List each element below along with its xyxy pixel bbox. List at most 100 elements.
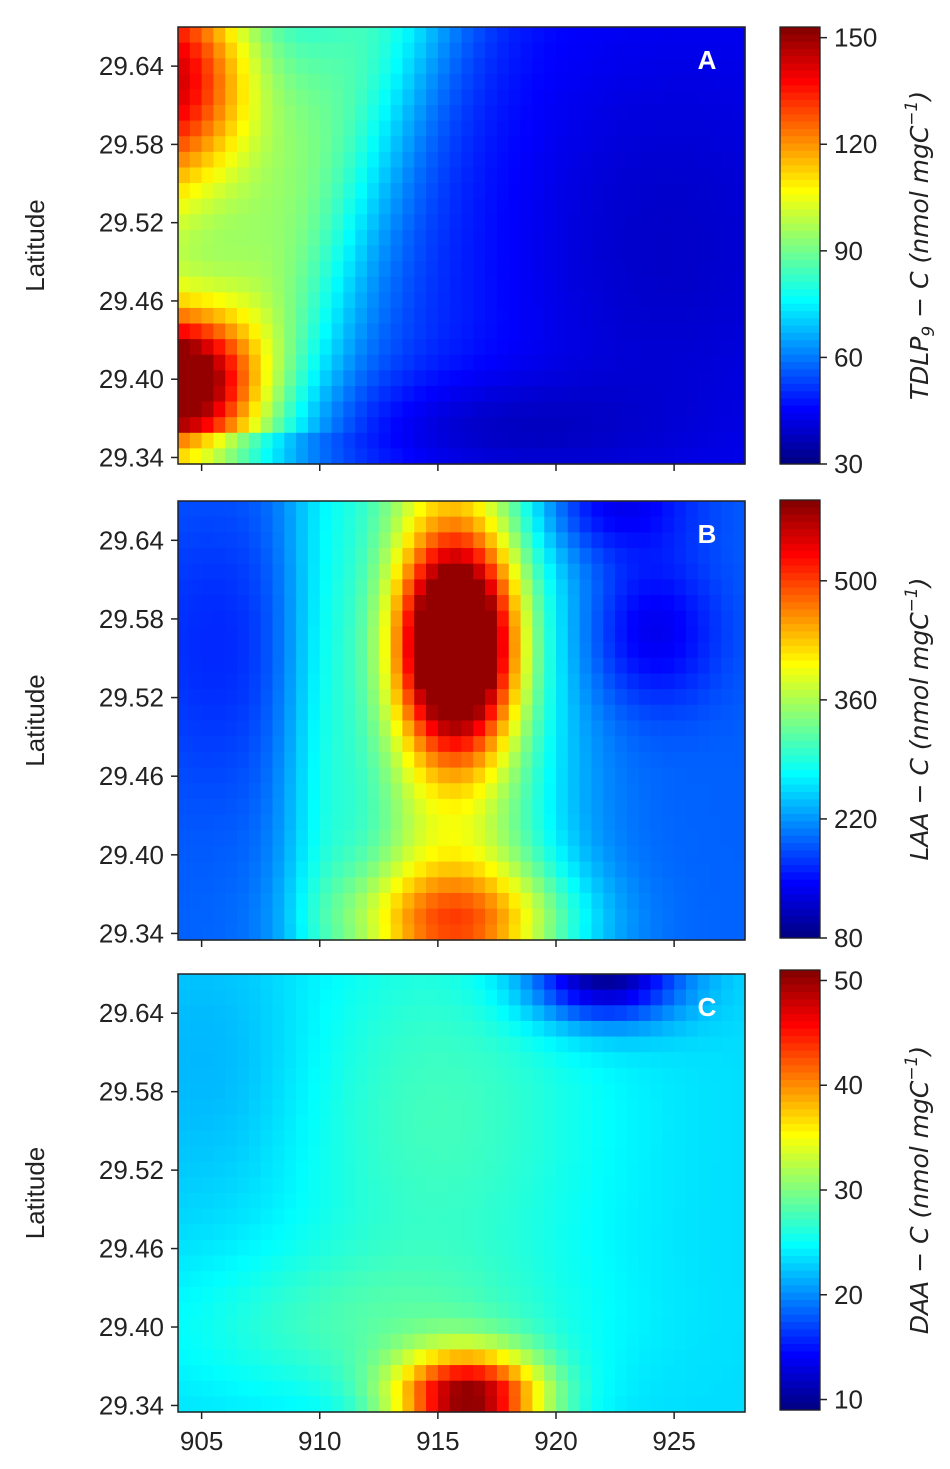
heatmap-cell bbox=[544, 1239, 557, 1257]
heatmap-cell bbox=[674, 323, 687, 340]
heatmap-cell bbox=[591, 42, 604, 59]
heatmap-cell bbox=[237, 1396, 250, 1413]
heatmap-cell bbox=[461, 892, 474, 910]
heatmap-cell bbox=[485, 861, 498, 878]
heatmap-cell bbox=[284, 830, 297, 847]
heatmap-cell bbox=[485, 548, 498, 565]
heatmap-cell bbox=[650, 657, 663, 675]
heatmap-cell bbox=[201, 657, 215, 675]
heatmap-cell bbox=[461, 830, 474, 847]
heatmap-cell bbox=[414, 370, 427, 387]
heatmap-cell bbox=[567, 448, 581, 465]
heatmap-cell bbox=[178, 292, 191, 309]
colorbar-tick-label: 80 bbox=[834, 923, 863, 953]
heatmap-cell bbox=[426, 595, 439, 612]
heatmap-cell bbox=[284, 136, 297, 153]
heatmap-cell bbox=[248, 73, 262, 91]
heatmap-cell bbox=[449, 245, 463, 262]
heatmap-cell bbox=[437, 751, 451, 769]
heatmap-cell bbox=[272, 1396, 285, 1413]
heatmap-cell bbox=[378, 861, 392, 878]
heatmap-cell bbox=[284, 417, 297, 434]
heatmap-cell bbox=[650, 432, 663, 449]
heatmap-cell bbox=[697, 1036, 711, 1053]
heatmap-cell bbox=[733, 1349, 746, 1366]
heatmap-cell bbox=[662, 642, 675, 659]
heatmap-cell bbox=[426, 151, 439, 169]
heatmap-cell bbox=[225, 1239, 238, 1257]
heatmap-cell bbox=[296, 516, 309, 533]
heatmap-cell bbox=[284, 1052, 297, 1069]
heatmap-cell bbox=[496, 1036, 510, 1053]
heatmap-cell bbox=[225, 1036, 238, 1053]
heatmap-cell bbox=[225, 924, 238, 941]
heatmap-cell bbox=[449, 214, 463, 231]
heatmap-cell bbox=[473, 861, 486, 878]
heatmap-cell bbox=[402, 610, 415, 628]
heatmap-cell bbox=[378, 136, 392, 153]
heatmap-cell bbox=[367, 167, 380, 184]
heatmap-cell bbox=[213, 1005, 226, 1022]
heatmap-cell bbox=[508, 1208, 522, 1225]
heatmap-cell bbox=[496, 276, 510, 293]
heatmap-cell bbox=[284, 354, 297, 371]
heatmap-cell bbox=[248, 924, 262, 941]
heatmap-cell bbox=[685, 657, 699, 675]
heatmap-cell bbox=[496, 323, 510, 340]
heatmap-cell bbox=[508, 58, 522, 75]
heatmap-cell bbox=[544, 704, 557, 722]
heatmap-cell bbox=[225, 783, 238, 800]
colorbar-step bbox=[780, 1219, 820, 1228]
colorbar-step bbox=[780, 573, 820, 581]
heatmap-cell bbox=[248, 1020, 262, 1038]
colorbar-step bbox=[780, 901, 820, 910]
heatmap-cell bbox=[721, 751, 734, 769]
heatmap-cell bbox=[520, 720, 533, 737]
heatmap-cell bbox=[272, 385, 285, 403]
heatmap-cell bbox=[414, 339, 427, 356]
heatmap-cell bbox=[685, 370, 699, 387]
heatmap-cell bbox=[721, 924, 734, 941]
heatmap-cell bbox=[178, 432, 191, 449]
heatmap-cell bbox=[355, 1318, 368, 1335]
heatmap-cell bbox=[603, 877, 616, 894]
heatmap-cell bbox=[733, 1239, 746, 1257]
heatmap-cell bbox=[178, 1067, 191, 1085]
heatmap-cell bbox=[461, 105, 474, 122]
heatmap-cell bbox=[603, 689, 616, 706]
heatmap-cell bbox=[402, 1286, 415, 1304]
heatmap-cell bbox=[496, 307, 510, 325]
heatmap-cell bbox=[402, 1208, 415, 1225]
heatmap-cell bbox=[567, 814, 581, 831]
heatmap-cell bbox=[319, 151, 333, 169]
heatmap-cell bbox=[709, 1114, 722, 1132]
heatmap-cell bbox=[414, 58, 427, 75]
heatmap-cell bbox=[284, 183, 297, 200]
heatmap-cell bbox=[544, 1005, 557, 1022]
heatmap-cell bbox=[367, 924, 380, 941]
heatmap-cell bbox=[319, 1067, 333, 1085]
heatmap-cell bbox=[650, 610, 663, 628]
heatmap-cell bbox=[685, 924, 699, 941]
heatmap-cell bbox=[662, 892, 675, 910]
heatmap-cell bbox=[284, 214, 297, 231]
heatmap-cell bbox=[178, 1036, 191, 1053]
heatmap-cell bbox=[638, 924, 652, 941]
heatmap-cell bbox=[178, 1083, 191, 1100]
heatmap-cell bbox=[367, 908, 380, 925]
heatmap-cell bbox=[674, 548, 687, 565]
heatmap-cell bbox=[367, 214, 380, 231]
heatmap-cell bbox=[201, 1114, 215, 1132]
heatmap-cell bbox=[603, 1208, 616, 1225]
heatmap-cell bbox=[520, 276, 533, 293]
heatmap-cell bbox=[591, 767, 604, 784]
heatmap-cell bbox=[556, 1380, 569, 1397]
heatmap-cell bbox=[532, 136, 545, 153]
heatmap-cell bbox=[213, 1036, 226, 1053]
heatmap-cell bbox=[213, 924, 226, 941]
heatmap-cell bbox=[296, 1365, 309, 1382]
heatmap-cell bbox=[355, 370, 368, 387]
heatmap-cell bbox=[508, 339, 522, 356]
heatmap-cell bbox=[237, 1302, 250, 1319]
heatmap-cell bbox=[520, 579, 533, 596]
